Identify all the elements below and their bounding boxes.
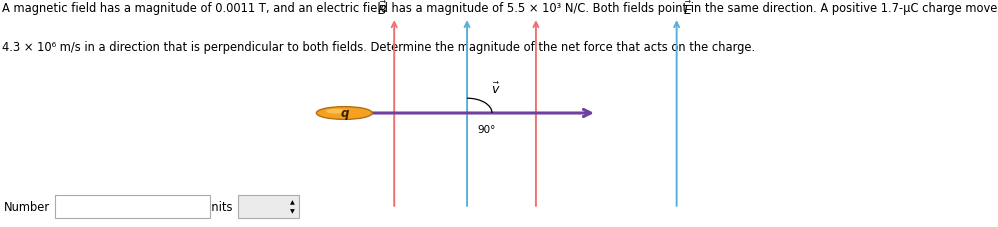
- FancyBboxPatch shape: [55, 195, 210, 218]
- Text: ▲: ▲: [290, 200, 294, 205]
- Text: ▼: ▼: [290, 209, 294, 214]
- Text: $\vec{B}$: $\vec{B}$: [377, 0, 387, 18]
- Text: 90°: 90°: [477, 124, 495, 134]
- Circle shape: [316, 107, 372, 120]
- Text: Number: Number: [4, 200, 50, 213]
- Text: q: q: [340, 107, 348, 120]
- FancyBboxPatch shape: [238, 195, 299, 218]
- Text: $\vec{v}$: $\vec{v}$: [491, 81, 501, 96]
- Text: Units: Units: [203, 200, 233, 213]
- Text: $\vec{E}$: $\vec{E}$: [683, 0, 693, 18]
- Text: A magnetic field has a magnitude of 0.0011 T, and an electric field has a magnit: A magnetic field has a magnitude of 0.00…: [2, 2, 998, 15]
- Text: 4.3 × 10⁶ m/s in a direction that is perpendicular to both fields. Determine the: 4.3 × 10⁶ m/s in a direction that is per…: [2, 41, 755, 54]
- Circle shape: [326, 109, 347, 114]
